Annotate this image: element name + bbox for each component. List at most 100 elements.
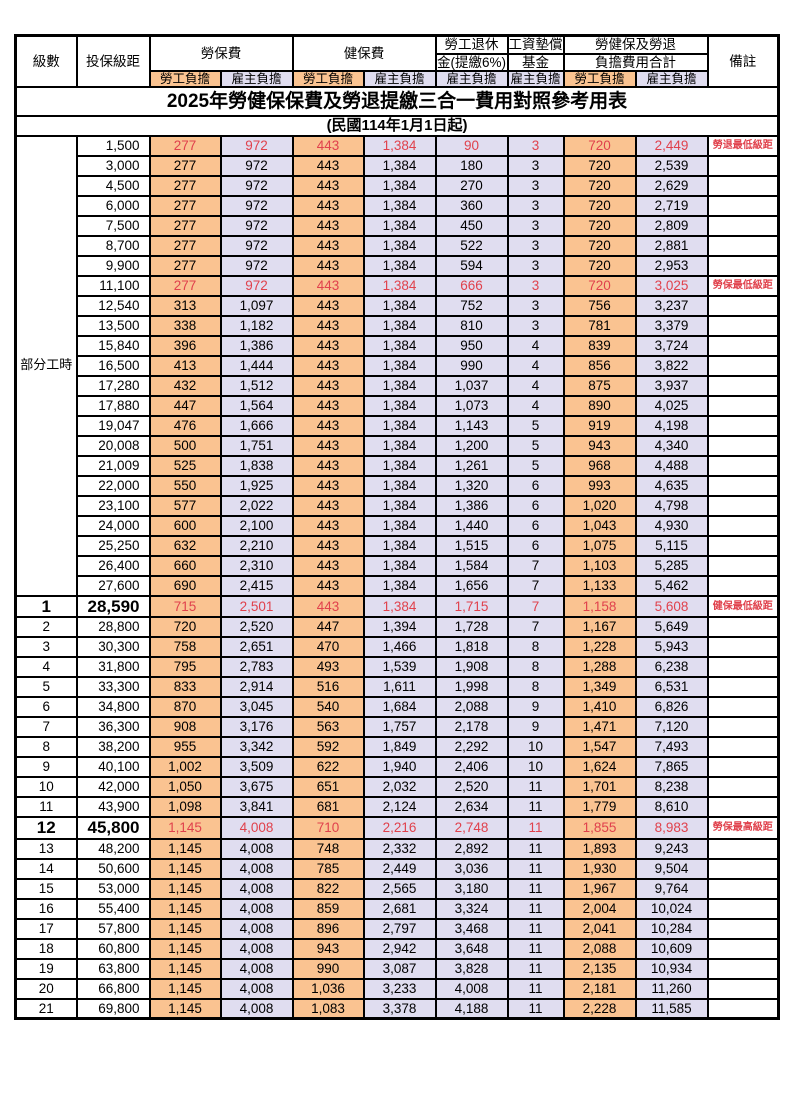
cell-bracket: 15,840 [75,334,151,357]
cell-bracket: 22,000 [75,474,151,497]
cell-bracket: 3,000 [75,154,151,177]
cell-total-employee: 756 [562,294,637,317]
cell-total-employer: 5,462 [634,574,709,597]
cell-li-employer: 972 [219,174,294,197]
cell-li-employee: 525 [148,454,222,477]
cell-total-employee: 856 [562,354,637,377]
cell-total-employer: 8,610 [634,796,709,819]
cell-pension-employer: 1,515 [434,534,509,557]
cell-total-employee: 720 [562,154,637,177]
cell-bracket: 25,250 [75,534,151,557]
header-pension-top: 勞工退休 [434,34,509,55]
cell-total-employer: 10,024 [634,897,709,920]
cell-total-employee: 919 [562,414,637,437]
cell-level: 16 [14,897,78,920]
cell-hi-employee: 943 [291,937,365,960]
cell-li-employer: 1,925 [219,474,294,497]
table-row: 27,600 690 2,415 443 1,384 1,656 7 1,133 5,462 [16,574,780,597]
cell-hi-employer: 1,384 [362,554,437,577]
cell-total-employer: 6,238 [634,656,709,679]
cell-li-employee: 338 [148,314,222,337]
header-wage-fund-top: 工資墊償 [506,34,565,55]
cell-fund-employer: 7 [506,616,565,639]
cell-li-employee: 908 [148,716,222,739]
cell-level: 1 [14,594,78,619]
cell-hi-employer: 1,384 [362,474,437,497]
cell-hi-employee: 443 [291,394,365,417]
cell-hi-employee: 443 [291,434,365,457]
cell-hi-employee: 443 [291,494,365,517]
cell-hi-employer: 1,384 [362,354,437,377]
cell-remark: 勞退最低級距 [706,134,780,157]
cell-total-employer: 3,237 [634,294,709,317]
subheader-li-employee: 勞工負擔 [148,70,222,89]
cell-fund-employer: 11 [506,937,565,960]
cell-hi-employer: 2,681 [362,897,437,920]
cell-total-employee: 1,075 [562,534,637,557]
cell-total-employee: 720 [562,214,637,237]
table-row: 17,280 432 1,512 443 1,384 1,037 4 875 3,937 [16,374,780,397]
cell-bracket: 11,100 [75,274,151,297]
cell-hi-employer: 1,384 [362,414,437,437]
page-subtitle: (民國114年1月1日起) [14,115,780,137]
cell-li-employee: 1,098 [148,796,222,819]
cell-pension-employer: 270 [434,174,509,197]
cell-hi-employee: 443 [291,354,365,377]
table-body: 部分工時 1,500 277 972 443 1,384 90 3 720 2,449 勞退最低級距… [14,134,780,1020]
cell-bracket: 9,900 [75,254,151,277]
cell-total-employer: 11,585 [634,997,709,1020]
cell-total-employee: 1,471 [562,716,637,739]
cell-hi-employee: 443 [291,194,365,217]
cell-total-employer: 7,120 [634,716,709,739]
cell-bracket: 16,500 [75,354,151,377]
cell-remark: 勞保最低級距 [706,274,780,297]
cell-pension-employer: 3,468 [434,917,509,940]
table-row: 19 63,800 1,145 4,008 990 3,087 3,828 11 2,135 10… [14,957,780,980]
cell-pension-employer: 1,386 [434,494,509,517]
cell-total-employee: 1,855 [562,816,637,840]
cell-hi-employer: 2,332 [362,837,437,860]
cell-total-employee: 2,088 [562,937,637,960]
cell-total-employee: 720 [562,174,637,197]
table-row: 21,009 525 1,838 443 1,384 1,261 5 968 4,488 [16,454,780,477]
cell-hi-employer: 1,384 [362,294,437,317]
cell-remark [706,676,780,699]
cell-li-employee: 277 [148,214,222,237]
cell-bracket: 63,800 [75,957,151,980]
table-row: 25,250 632 2,210 443 1,384 1,515 6 1,075 5,115 [16,534,780,557]
cell-level: 4 [14,656,78,679]
cell-hi-employee: 540 [291,696,365,719]
cell-total-employer: 8,983 [634,816,709,840]
cell-bracket: 31,800 [75,656,151,679]
cell-pension-employer: 3,648 [434,937,509,960]
cell-total-employer: 2,629 [634,174,709,197]
table-row: 6 34,800 870 3,045 540 1,684 2,088 9 1,410 6,826 [14,696,780,719]
cell-total-employee: 1,228 [562,636,637,659]
cell-fund-employer: 3 [506,294,565,317]
table-row: 26,400 660 2,310 443 1,384 1,584 7 1,103 5,285 [16,554,780,577]
cell-pension-employer: 1,037 [434,374,509,397]
cell-hi-employee: 443 [291,414,365,437]
title-row: 2025年勞健保保費及勞退提繳三合一費用對照參考用表 [14,86,780,118]
cell-li-employee: 720 [148,616,222,639]
cell-hi-employee: 443 [291,234,365,257]
cell-remark [706,214,780,237]
cell-fund-employer: 3 [506,274,565,297]
cell-fund-employer: 3 [506,194,565,217]
table-row: 14 50,600 1,145 4,008 785 2,449 3,036 11 1,930 9,… [14,857,780,880]
cell-pension-employer: 360 [434,194,509,217]
cell-remark [706,474,780,497]
table-row: 12,540 313 1,097 443 1,384 752 3 756 3,237 [16,294,780,317]
cell-li-employee: 277 [148,194,222,217]
cell-total-employee: 839 [562,334,637,357]
cell-remark [706,414,780,437]
cell-total-employer: 4,798 [634,494,709,517]
cell-pension-employer: 1,320 [434,474,509,497]
cell-total-employer: 3,379 [634,314,709,337]
cell-remark [706,314,780,337]
cell-li-employer: 3,841 [219,796,294,819]
cell-total-employee: 720 [562,274,637,297]
header-pension-bottom: 金(提繳6%) [434,52,509,73]
table-row: 部分工時 1,500 277 972 443 1,384 90 3 720 2,449 勞退最低級距 [14,134,780,597]
cell-pension-employer: 752 [434,294,509,317]
